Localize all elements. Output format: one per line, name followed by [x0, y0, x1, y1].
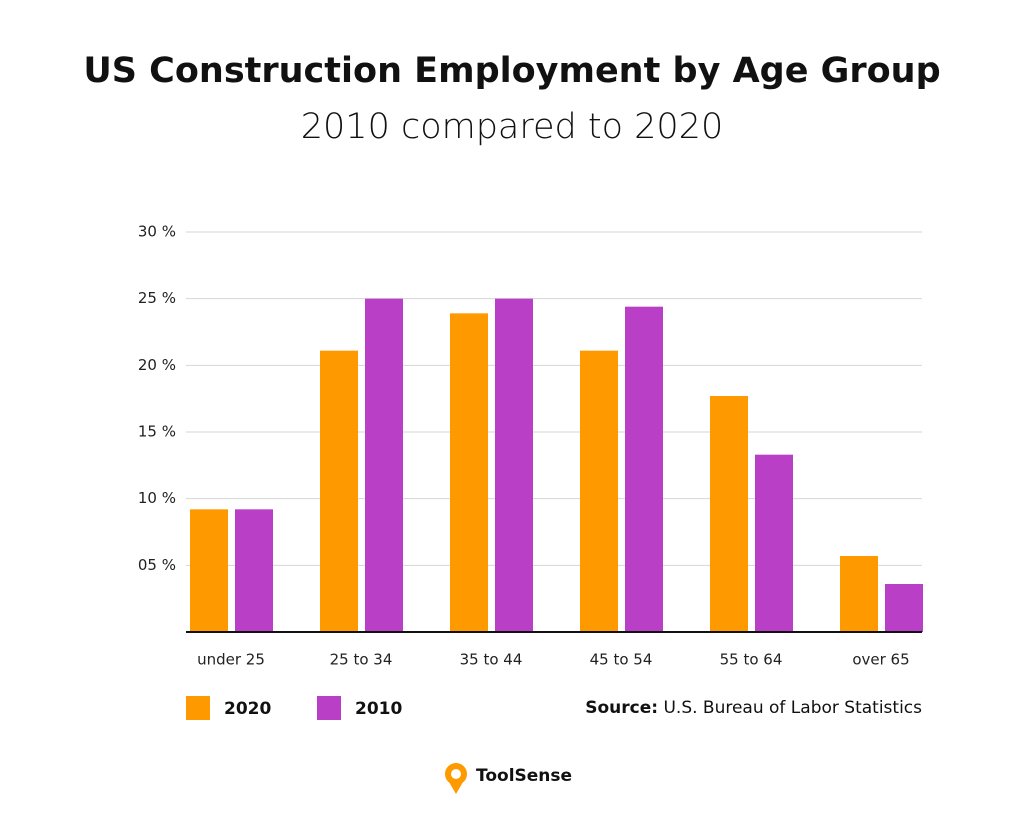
bar — [320, 350, 358, 632]
bar — [885, 584, 923, 632]
y-tick-label: 10 % — [138, 489, 176, 507]
chart-subtitle: 2010 compared to 2020 — [301, 107, 723, 147]
logo-icon-tip — [449, 782, 463, 794]
bar — [755, 454, 793, 632]
source-label: Source: — [585, 698, 658, 718]
legend-label: 2010 — [355, 699, 402, 719]
bar — [235, 509, 273, 632]
x-tick-label: 25 to 34 — [330, 651, 393, 669]
x-tick-label: 55 to 64 — [720, 651, 783, 669]
x-tick-label: under 25 — [197, 651, 265, 669]
chart-title: US Construction Employment by Age Group — [83, 51, 940, 91]
legend-swatch — [317, 696, 341, 720]
brand: ToolSense — [476, 766, 572, 786]
bar — [625, 306, 663, 632]
source-text: U.S. Bureau of Labor Statistics — [663, 698, 922, 718]
bar — [495, 298, 533, 632]
y-tick-label: 25 % — [138, 289, 176, 307]
y-tick-label: 20 % — [138, 356, 176, 374]
logo: ToolSense — [445, 763, 572, 794]
y-tick-label: 30 % — [138, 223, 176, 241]
x-tick-label: 45 to 54 — [590, 651, 653, 669]
bar — [840, 556, 878, 632]
x-tick-label: 35 to 44 — [460, 651, 523, 669]
y-tick-label: 05 % — [138, 556, 176, 574]
y-tick-label: 15 % — [138, 423, 176, 441]
bar — [365, 298, 403, 632]
bar — [450, 313, 488, 632]
logo-icon-hole — [451, 769, 461, 779]
source: Source: U.S. Bureau of Labor Statistics — [585, 698, 922, 718]
bar — [190, 509, 228, 632]
bar — [710, 396, 748, 632]
bar — [580, 350, 618, 632]
legend-swatch — [186, 696, 210, 720]
legend-label: 2020 — [224, 699, 271, 719]
x-tick-label: over 65 — [852, 651, 909, 669]
